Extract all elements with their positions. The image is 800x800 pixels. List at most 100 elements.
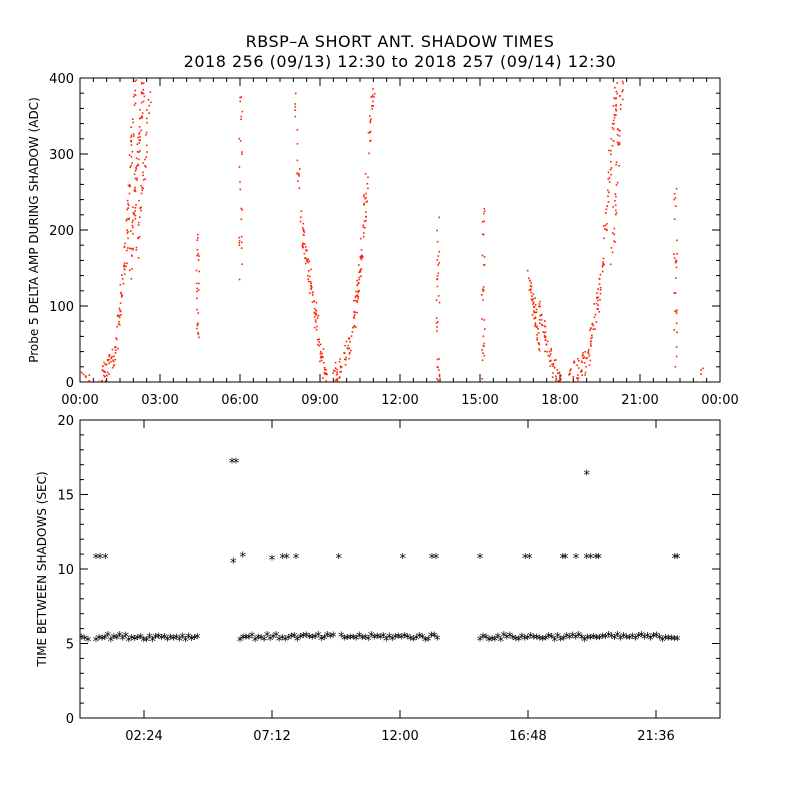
data-point: * xyxy=(572,632,579,647)
data-point xyxy=(363,204,365,206)
data-point: * xyxy=(233,457,240,472)
data-point xyxy=(363,220,366,223)
data-point xyxy=(150,101,152,104)
data-point xyxy=(126,208,129,211)
data-point xyxy=(536,337,539,339)
data-point xyxy=(481,359,484,361)
data-point xyxy=(614,213,617,216)
data-point: * xyxy=(668,634,675,649)
data-point xyxy=(536,325,538,328)
data-point xyxy=(436,259,439,261)
data-point xyxy=(322,362,325,364)
data-point xyxy=(436,229,438,232)
data-point: * xyxy=(543,633,550,648)
data-point xyxy=(123,264,126,266)
data-point xyxy=(436,275,439,277)
data-point xyxy=(539,314,541,317)
data-point: * xyxy=(152,632,159,647)
data-point xyxy=(130,144,133,146)
data-point: * xyxy=(562,552,569,567)
data-point xyxy=(313,300,316,302)
data-point xyxy=(197,333,200,336)
data-point xyxy=(676,331,678,334)
data-point xyxy=(133,190,135,192)
data-point: * xyxy=(173,633,180,648)
data-point xyxy=(116,338,118,341)
data-point xyxy=(362,235,365,238)
data-point: * xyxy=(433,552,440,567)
data-point xyxy=(591,322,594,325)
data-point xyxy=(350,335,353,337)
data-point xyxy=(357,283,359,285)
data-point xyxy=(582,357,585,359)
data-point xyxy=(142,82,145,84)
data-point: * xyxy=(270,632,277,647)
data-point xyxy=(548,350,551,353)
data-point xyxy=(532,298,535,300)
data-point xyxy=(140,192,143,195)
data-point: * xyxy=(309,633,316,648)
data-point: * xyxy=(350,633,357,648)
data-point xyxy=(570,381,572,382)
data-point xyxy=(345,358,347,361)
data-point: * xyxy=(246,633,253,648)
data-point xyxy=(580,369,583,371)
data-point xyxy=(121,294,123,297)
data-point xyxy=(360,249,363,251)
data-point: * xyxy=(252,635,259,650)
data-point xyxy=(102,365,104,367)
data-point xyxy=(483,342,485,345)
data-point xyxy=(108,373,110,375)
data-point: * xyxy=(306,632,313,647)
data-point xyxy=(601,265,604,268)
bottom-panel: 02:24 07:12 12:00 16:48 21:36 0 5 10 15 20 TIME BE… xyxy=(35,414,721,744)
data-point xyxy=(588,349,590,351)
data-point xyxy=(137,257,140,259)
data-point xyxy=(334,381,336,382)
data-point xyxy=(196,297,198,300)
data-point xyxy=(615,108,617,111)
data-point xyxy=(613,233,616,236)
data-point xyxy=(673,218,676,220)
data-point xyxy=(572,378,574,381)
data-point xyxy=(198,255,200,257)
data-point xyxy=(674,197,677,199)
data-point xyxy=(140,206,142,209)
data-point xyxy=(129,247,131,250)
data-point xyxy=(614,241,616,243)
data-point xyxy=(618,165,620,167)
data-point xyxy=(538,305,540,308)
data-point xyxy=(577,374,579,376)
data-point xyxy=(82,373,85,376)
data-point xyxy=(610,153,612,156)
data-point: * xyxy=(114,633,121,648)
data-point xyxy=(134,217,137,220)
data-point: * xyxy=(614,630,621,645)
data-point xyxy=(481,254,484,257)
data-point xyxy=(596,296,598,299)
data-point: * xyxy=(525,633,532,648)
data-point xyxy=(238,239,241,242)
chart-title: RBSP–A SHORT ANT. SHADOW TIMES xyxy=(245,32,555,51)
data-point xyxy=(129,269,131,272)
data-point xyxy=(585,357,587,360)
data-point xyxy=(357,289,360,292)
data-point xyxy=(118,320,120,323)
x-tick-label: 12:00 xyxy=(381,729,418,744)
x-tick-label: 21:00 xyxy=(621,393,658,408)
data-point: * xyxy=(380,631,387,646)
data-point xyxy=(597,308,599,311)
data-point: * xyxy=(510,633,517,648)
data-point xyxy=(483,354,486,357)
data-point xyxy=(481,221,484,223)
data-point: * xyxy=(590,632,597,647)
data-point xyxy=(149,91,152,93)
data-point xyxy=(336,378,338,380)
data-point xyxy=(240,115,243,118)
data-point xyxy=(546,350,548,353)
data-point xyxy=(616,82,618,84)
data-point xyxy=(534,322,537,324)
data-point xyxy=(544,336,547,338)
data-point xyxy=(605,229,608,232)
data-point xyxy=(549,353,552,355)
